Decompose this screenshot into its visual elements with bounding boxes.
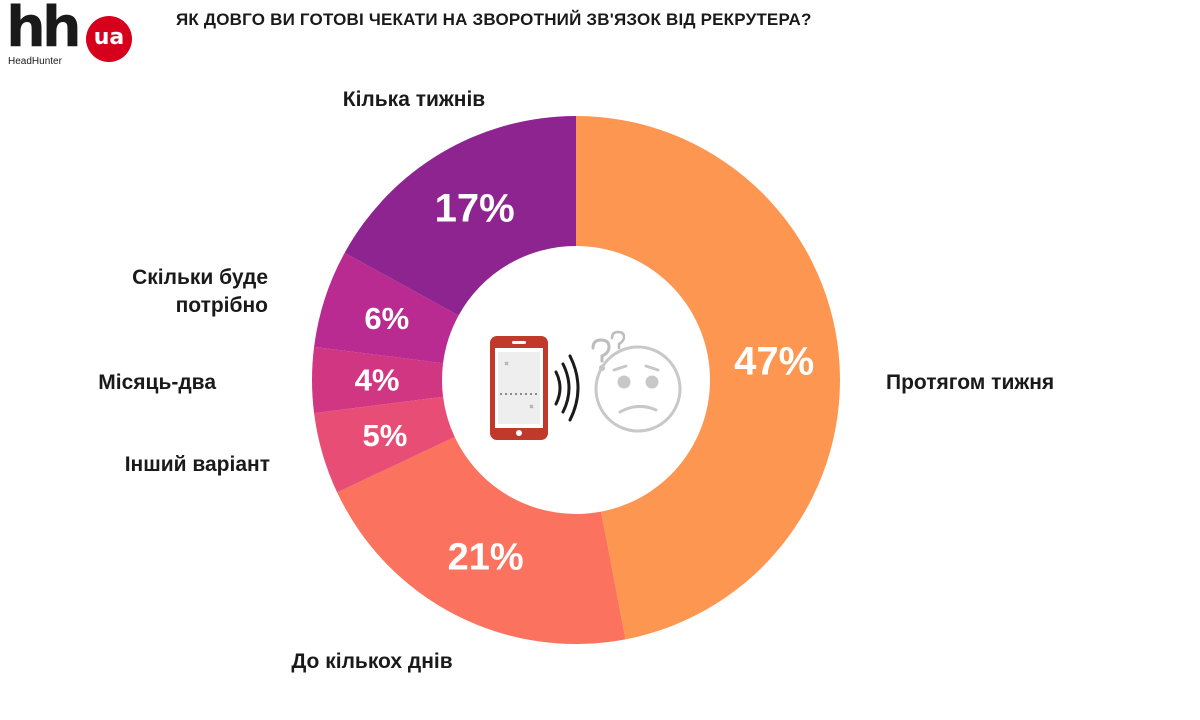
hh-logo: hh ua HeadHunter xyxy=(6,0,136,76)
logo-badge: ua xyxy=(86,16,132,62)
slice-до-кількох-днів xyxy=(337,437,626,645)
value-label-скільки-буде-потрібно: 6% xyxy=(364,301,409,336)
vibration-waves-icon xyxy=(554,354,580,422)
slice-протягом-тижня xyxy=(576,116,841,640)
category-label-місяць-два: Місяць-два xyxy=(98,371,216,394)
phone-icon xyxy=(490,336,548,440)
logo-brand: hh xyxy=(6,0,82,60)
slice-інший-варіант xyxy=(314,396,455,493)
confused-face-icon xyxy=(594,345,682,433)
value-label-інший-варіант: 5% xyxy=(362,418,407,453)
slice-місяць-два xyxy=(312,346,444,414)
value-label-місяць-два: 4% xyxy=(355,363,400,398)
logo-subtitle: HeadHunter xyxy=(8,56,62,67)
center-illustration xyxy=(490,330,682,440)
category-label-кілька-тижнів: Кілька тижнів xyxy=(343,88,486,111)
value-label-кілька-тижнів: 17% xyxy=(435,187,515,231)
slice-кілька-тижнів xyxy=(344,116,576,316)
chart-title: ЯК ДОВГО ВИ ГОТОВІ ЧЕКАТИ НА ЗВОРОТНИЙ З… xyxy=(176,10,812,29)
value-label-протягом-тижня: 47% xyxy=(734,339,814,383)
category-label-інший-варіант: Інший варіант xyxy=(125,453,270,476)
slice-скільки-буде-потрібно xyxy=(314,252,459,364)
category-label-скільки-буде-потрібно: Скільки буде потрібно xyxy=(132,266,268,317)
value-label-до-кількох-днів: 21% xyxy=(448,536,524,578)
category-label-протягом-тижня: Протягом тижня xyxy=(886,371,1054,394)
category-label-до-кількох-днів: До кількох днів xyxy=(291,650,452,673)
